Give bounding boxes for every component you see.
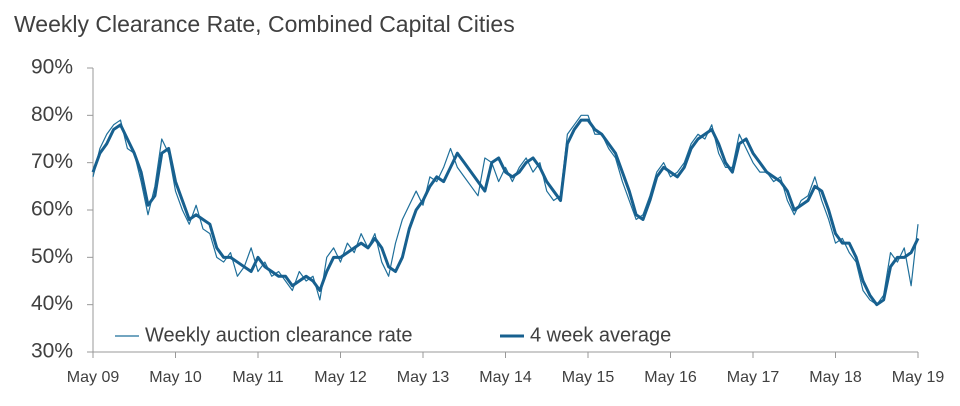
x-tick-label: May 17 (727, 369, 780, 386)
x-tick-label: May 10 (149, 369, 202, 386)
y-tick-label: 50% (31, 245, 73, 268)
series-line (91, 118, 920, 307)
x-tick-label: May 11 (232, 369, 283, 386)
legend-label: 4 week average (530, 324, 671, 346)
x-tick-label: May 12 (314, 369, 367, 386)
x-tick-label: May 14 (479, 369, 532, 386)
y-tick-label: 80% (31, 103, 73, 126)
series-line (92, 114, 919, 306)
y-tick-label: 60% (31, 198, 73, 221)
legend-label: Weekly auction clearance rate (145, 324, 413, 346)
y-tick-label: 30% (31, 340, 73, 363)
chart-title: Weekly Clearance Rate, Combined Capital … (14, 11, 515, 37)
y-tick-label: 70% (31, 150, 73, 173)
x-tick-label: May 19 (892, 369, 945, 386)
x-tick-label: May 13 (397, 369, 450, 386)
x-tick-label: May 18 (809, 369, 862, 386)
x-tick-label: May 15 (562, 369, 615, 386)
y-tick-label: 40% (31, 292, 73, 315)
y-tick-label: 90% (31, 56, 73, 79)
x-tick-label: May 09 (67, 369, 120, 386)
x-tick-label: May 16 (644, 369, 697, 386)
